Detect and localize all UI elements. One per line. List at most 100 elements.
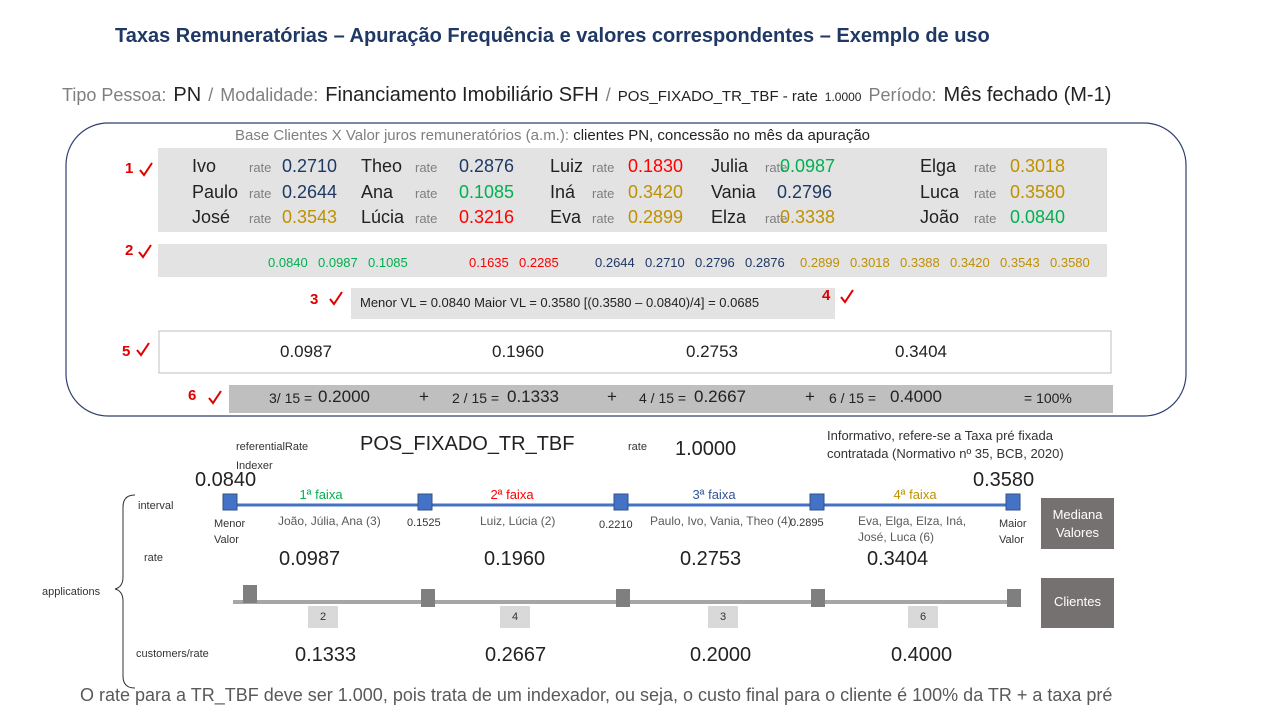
- rate-label: rate: [974, 160, 997, 175]
- sorted-value: 0.1635: [469, 255, 509, 270]
- context-part: Mês fechado (M-1): [943, 84, 1112, 106]
- sorted-value: 0.3580: [1050, 255, 1090, 270]
- share: 0.2000: [318, 387, 370, 406]
- context-part: Período:: [868, 85, 937, 105]
- client-name: Luca: [920, 181, 960, 202]
- client-name: Eva: [550, 207, 582, 227]
- median: 0.1960: [492, 342, 544, 361]
- client-rate: 0.3018: [1010, 156, 1066, 176]
- client-name: Iná: [550, 181, 576, 202]
- rate-label: rate: [765, 160, 788, 175]
- base-text: clientes PN, concessão no mês da apuraçã…: [573, 127, 871, 144]
- band-customers-rate: 0.4000: [891, 644, 953, 666]
- share: 0.4000: [890, 387, 942, 406]
- client-rate: 0.2876: [459, 156, 515, 176]
- rate-label: rate: [628, 441, 647, 453]
- band-name: 3ª faixa: [692, 487, 736, 502]
- share: +: [607, 387, 617, 406]
- median: 0.0987: [280, 342, 332, 361]
- indexer-label: Indexer: [236, 460, 273, 472]
- rate-label: rate: [592, 160, 615, 175]
- client-rate: 0.2899: [628, 207, 684, 227]
- client-rate: 0.3216: [459, 207, 515, 227]
- min-label: Menor Valor: [214, 518, 246, 546]
- client-rate: 0.0987: [780, 156, 836, 176]
- client-rate: 0.3543: [282, 207, 338, 227]
- client-rate: 0.1830: [628, 156, 684, 176]
- step1-panel: [158, 148, 1107, 232]
- sorted-value: 0.2899: [800, 255, 840, 270]
- share: 0.1333: [507, 387, 559, 406]
- share: 0.2667: [694, 387, 746, 406]
- band-clients: Paulo, Ivo, Vania, Theo (4): [650, 514, 792, 528]
- client-name: José: [192, 207, 231, 227]
- band-customers-rate: 0.2667: [485, 644, 547, 666]
- rate-label: rate: [415, 160, 438, 175]
- footer: O rate para a TR_TBF deve ser 1.000, poi…: [80, 685, 1113, 705]
- brace: [114, 494, 136, 689]
- client-name: Elza: [711, 207, 747, 227]
- share: 6 / 15 =: [829, 390, 877, 406]
- step3-panel: [351, 288, 835, 319]
- rate-label: rate: [974, 185, 997, 201]
- context-part: 1.0000: [824, 90, 862, 104]
- step-number: 2: [125, 242, 134, 259]
- band-clients: João, Júlia, Ana (3): [278, 514, 381, 528]
- band-count: 6: [919, 611, 927, 623]
- step-number: 4: [822, 287, 831, 304]
- clients-box-label: Clientes: [1054, 594, 1101, 609]
- context-part: /: [605, 85, 611, 105]
- client-rate: 0.2644: [282, 181, 338, 202]
- sorted-value: 0.2285: [519, 255, 559, 270]
- client-rate: 0.3580: [1010, 181, 1066, 202]
- step5-panel: [158, 330, 1112, 374]
- referential-rate: referentialRate: [236, 441, 309, 453]
- client-name: Theo: [361, 156, 403, 176]
- step-number: 6: [188, 387, 197, 404]
- rate-label: rate: [415, 211, 438, 226]
- sorted-value: 0.1085: [368, 255, 408, 270]
- rate-label: rate: [415, 185, 438, 201]
- context-part: Modalidade:: [220, 85, 319, 105]
- band-rate: 0.3404: [867, 548, 929, 570]
- client-rate: 0.1085: [459, 181, 515, 202]
- band-customers-rate: 0.1333: [295, 644, 357, 666]
- sorted-value: 0.3018: [850, 255, 890, 270]
- context-part: POS_FIXADO_TR_TBF - rate: [617, 88, 818, 105]
- client-name: Ana: [361, 181, 394, 202]
- client-name: Julia: [711, 156, 749, 176]
- client-name: Elga: [920, 156, 957, 176]
- step2-panel: [158, 244, 1107, 277]
- checkmarks: [136, 162, 854, 405]
- max-value: 0.3580: [973, 469, 1035, 491]
- band-name: 2ª faixa: [490, 487, 534, 502]
- sorted-value: 0.3388: [900, 255, 940, 270]
- rate-label: rate: [249, 211, 272, 226]
- step-number: 3: [310, 291, 319, 308]
- interval-nodes: [222, 493, 1021, 511]
- band-customers-rate: 0.2000: [690, 644, 752, 666]
- rate-label: rate: [249, 185, 272, 201]
- median: 0.2753: [686, 342, 738, 361]
- client-name: Luiz: [550, 156, 584, 176]
- band-clients: Eva, Elga, Elza, Iná, José, Luca (6): [858, 514, 967, 544]
- sorted-value: 0.0987: [318, 255, 358, 270]
- band-rate: 0.1960: [484, 548, 546, 570]
- median-box: [1041, 498, 1114, 549]
- median: 0.3404: [895, 342, 947, 361]
- band-name: 4ª faixa: [893, 487, 937, 502]
- share: = 100%: [1024, 390, 1072, 406]
- sorted-value: 0.2796: [695, 255, 735, 270]
- sorted-value: 0.2710: [645, 255, 685, 270]
- share: 3/ 15 =: [269, 390, 313, 406]
- context-part: PN: [173, 84, 202, 106]
- client-rate: 0.2796: [777, 181, 833, 202]
- base-label: Base Clientes X Valor juros remuneratóri…: [235, 127, 570, 144]
- sorted-value: 0.0840: [268, 255, 308, 270]
- client-name: João: [920, 207, 960, 227]
- range-text: Menor VL = 0.0840 Maior VL = 0.3580 [(0.…: [360, 295, 760, 310]
- rate-label: rate: [249, 160, 272, 175]
- title: Taxas Remuneratórias – Apuração Frequênc…: [115, 25, 990, 47]
- band-count: 2: [319, 611, 327, 623]
